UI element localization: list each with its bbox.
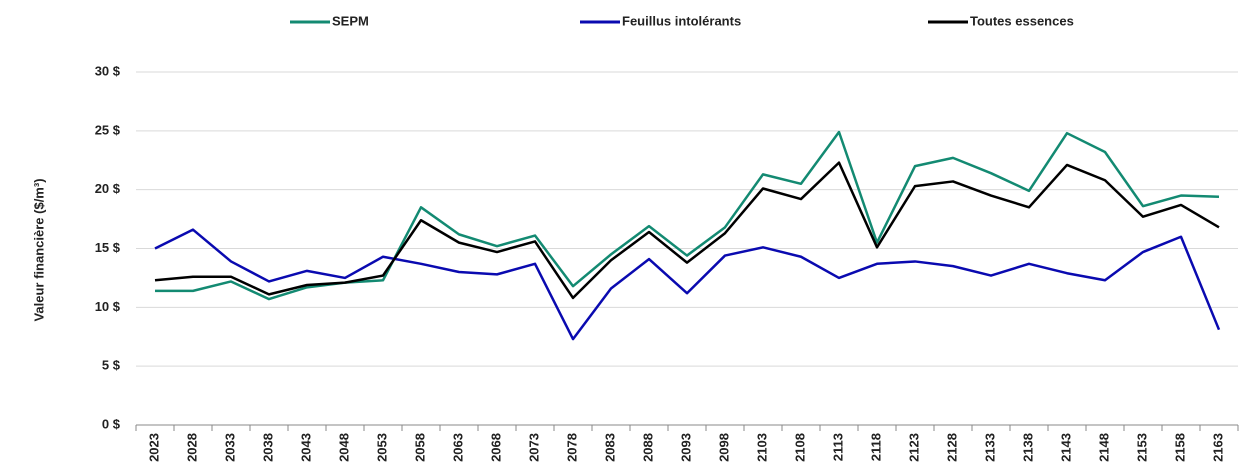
x-tick-label: 2138: [1020, 433, 1035, 462]
x-tick-label: 2063: [450, 433, 465, 462]
y-tick-label: 10 $: [95, 299, 121, 314]
x-tick-label: 2158: [1172, 433, 1187, 462]
x-tick-label: 2103: [754, 433, 769, 462]
y-tick-label: 15 $: [95, 240, 121, 255]
x-tick-label: 2073: [526, 433, 541, 462]
x-tick-label: 2088: [640, 433, 655, 462]
series-line: [155, 130, 1220, 301]
x-tick-label: 2113: [830, 433, 845, 461]
y-tick-label: 5 $: [102, 358, 121, 373]
x-tick-label: 2053: [374, 433, 389, 462]
x-tick-label: 2058: [412, 433, 427, 462]
series-line: [154, 228, 1221, 341]
x-tick-label: 2038: [260, 433, 275, 462]
y-tick-label: 0 $: [102, 416, 121, 431]
x-tick-label: 2023: [146, 433, 161, 462]
x-tick-label: 2068: [488, 433, 503, 462]
series-line: [154, 161, 1220, 300]
x-tick-label: 2078: [564, 433, 579, 462]
y-axis-label: Valeur financière ($/m³): [31, 178, 46, 321]
x-tick-label: 2128: [944, 433, 959, 462]
x-tick-label: 2143: [1058, 433, 1073, 462]
x-tick-label: 2123: [906, 433, 921, 462]
legend-label: SEPM: [332, 13, 369, 28]
legend-label: Toutes essences: [970, 13, 1074, 28]
x-tick-label: 2153: [1134, 433, 1149, 462]
legend-label: Feuillus intolérants: [622, 13, 741, 28]
y-tick-label: 20 $: [95, 181, 121, 196]
x-tick-label: 2118: [868, 433, 883, 461]
x-tick-label: 2033: [222, 433, 237, 462]
x-tick-label: 2133: [982, 433, 997, 462]
x-tick-label: 2108: [792, 433, 807, 462]
x-tick-label: 2043: [298, 433, 313, 462]
x-tick-label: 2163: [1210, 433, 1225, 462]
x-tick-label: 2148: [1096, 433, 1111, 462]
y-tick-label: 25 $: [95, 122, 121, 137]
y-tick-label: 30 $: [95, 63, 121, 78]
x-tick-label: 2083: [602, 433, 617, 462]
x-tick-label: 2028: [184, 433, 199, 462]
x-tick-label: 2093: [678, 433, 693, 462]
x-tick-label: 2098: [716, 433, 731, 462]
x-tick-label: 2048: [336, 433, 351, 462]
